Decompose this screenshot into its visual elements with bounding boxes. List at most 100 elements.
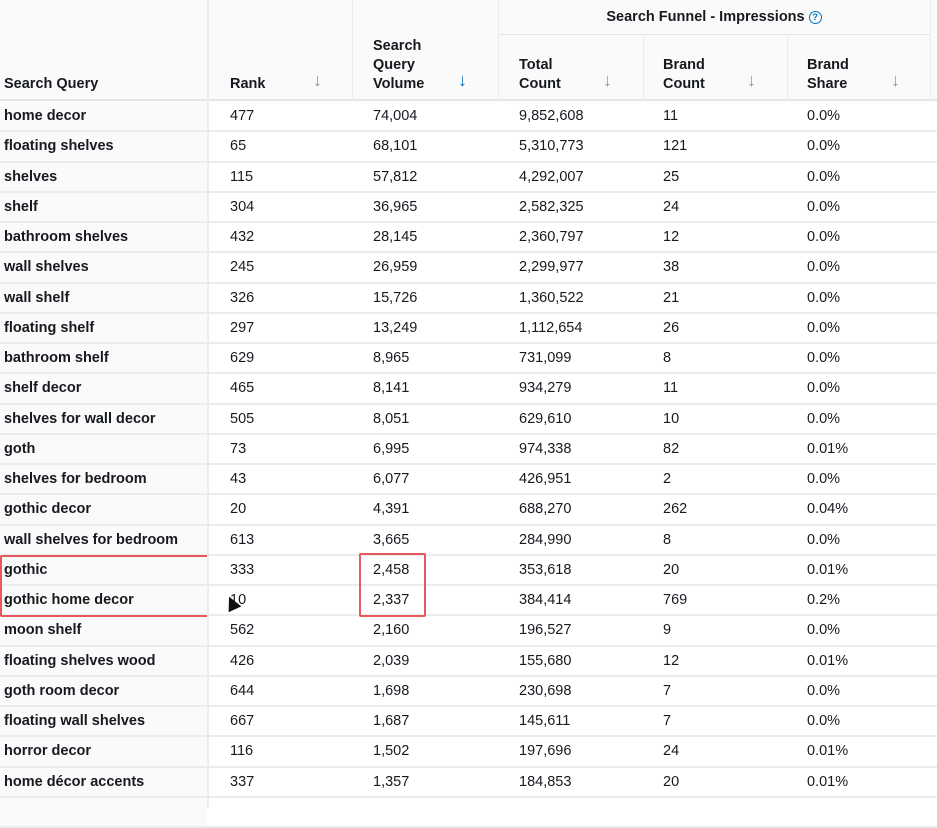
cell-search-query: floating shelves wood	[4, 652, 156, 669]
cell-search-query-volume: 8,051	[373, 410, 410, 427]
cell-search-query: gothic decor	[4, 501, 92, 518]
column-header-rank[interactable]: Rank	[230, 76, 266, 92]
cell-total-count: 2,582,325	[519, 198, 584, 215]
cell-rank: 432	[230, 229, 255, 245]
table-row[interactable]: shelves for wall decor 505 8,051 629,610 10 0…	[0, 404, 937, 435]
cell-rank: 326	[230, 289, 255, 306]
cell-search-query-volume: 74,004	[373, 108, 418, 124]
cell-search-query-volume: 57,812	[373, 168, 418, 185]
cell-brand-count: 20	[663, 773, 680, 790]
cell-search-query: shelf decor	[4, 380, 82, 397]
cell-rank: 20	[230, 501, 247, 518]
cell-rank: 426	[230, 652, 255, 669]
cell-total-count: 230,698	[519, 682, 572, 699]
group-title: Search Funnel - Impressions	[606, 9, 805, 25]
column-header-brand-count[interactable]: Brand Count	[663, 56, 705, 99]
table-row[interactable]: bathroom shelves 432 28,145 2,360,797 12 0.0%	[0, 223, 937, 254]
table-row[interactable]: goth 73 6,995 974,338 82 0.01%	[0, 434, 937, 465]
table-row[interactable]: floating wall shelves 667 1,687 145,611 7 0.0…	[0, 707, 937, 738]
sort-arrow-icon[interactable]: ↓	[747, 70, 756, 90]
cell-brand-count: 9	[663, 622, 672, 639]
sort-arrow-active-icon[interactable]: ↓	[458, 70, 467, 90]
cell-search-query-volume: 6,077	[373, 471, 410, 487]
cell-brand-share: 0.0%	[807, 471, 841, 487]
cell-brand-count: 11	[663, 108, 679, 124]
query-cell-bg	[0, 283, 207, 312]
table-row[interactable]: wall shelves 245 26,959 2,299,977 38 0.0%	[0, 253, 937, 284]
table-row[interactable]: gothic 333 2,458 353,618 20 0.01%	[0, 555, 937, 586]
cell-search-query: horror decor	[4, 743, 92, 760]
table-row[interactable]: shelves for bedroom 43 6,077 426,951 2 0.0%	[0, 465, 937, 496]
cell-brand-share: 0.01%	[807, 743, 849, 760]
table-row[interactable]: goth room decor 644 1,698 230,698 7 0.0%	[0, 676, 937, 707]
sort-arrow-icon[interactable]: ↓	[891, 70, 900, 90]
cell-brand-share: 0.2%	[807, 592, 841, 608]
table-row[interactable]: moon shelf 562 2,160 196,527 9 0.0%	[0, 616, 937, 647]
table-row[interactable]: floating shelf 297 13,249 1,112,654 26 0.0%	[0, 313, 937, 344]
cell-total-count: 934,279	[519, 380, 572, 397]
cell-brand-share: 0.01%	[807, 561, 849, 578]
query-cell-bg	[0, 525, 207, 554]
cell-search-query: home décor accents	[4, 773, 145, 790]
cell-brand-count: 7	[663, 682, 672, 699]
cell-brand-share: 0.04%	[807, 501, 849, 518]
cell-total-count: 974,338	[519, 440, 572, 457]
table-row[interactable]: shelves 115 57,812 4,292,007 25 0.0%	[0, 162, 937, 193]
column-header-search-query[interactable]: Search Query	[4, 76, 99, 92]
column-header-total-count[interactable]: Total Count	[519, 56, 561, 99]
cell-total-count: 184,853	[519, 773, 572, 790]
sort-arrow-icon[interactable]: ↓	[603, 70, 612, 90]
cell-rank: 333	[230, 561, 255, 578]
cell-rank: 115	[230, 168, 254, 185]
table-row[interactable]: wall shelves for bedroom 613 3,665 284,990 8…	[0, 525, 937, 556]
column-header-search-query-volume[interactable]: Search Query Volume	[373, 37, 424, 99]
cell-brand-count: 24	[663, 198, 680, 215]
table-row[interactable]: floating shelves 65 68,101 5,310,773 121 0.0%	[0, 132, 937, 163]
cell-brand-count: 8	[663, 350, 672, 366]
cell-search-query-volume: 1,698	[373, 682, 410, 699]
cell-search-query: gothic	[4, 561, 48, 578]
cell-total-count: 629,610	[519, 410, 572, 427]
table-row[interactable]: home decor 477 74,004 9,852,608 11 0.0%	[0, 102, 937, 133]
table-row[interactable]: gothic home decor 10 2,337 384,414 769 0.2%	[0, 586, 937, 617]
query-cell-bg	[0, 102, 207, 131]
cell-brand-count: 20	[663, 561, 680, 578]
cell-search-query-volume: 36,965	[373, 198, 418, 215]
query-cell-bg	[0, 374, 207, 403]
table-row[interactable]: home décor accents 337 1,357 184,853 20 0.01%	[0, 767, 937, 798]
query-cell-bg	[0, 616, 207, 645]
table-row[interactable]: shelf 304 36,965 2,582,325 24 0.0%	[0, 192, 937, 223]
query-cell-bg	[0, 434, 207, 463]
table-row[interactable]: horror decor 116 1,502 197,696 24 0.01%	[0, 737, 937, 768]
table-row[interactable]: bathroom shelf 629 8,965 731,099 8 0.0%	[0, 344, 937, 375]
table-row[interactable]: floating shelves wood 426 2,039 155,680 12 0.…	[0, 646, 937, 677]
query-cell-bg	[0, 555, 207, 584]
cell-brand-count: 7	[663, 713, 672, 729]
cell-search-query-volume: 1,357	[373, 773, 410, 790]
query-cell-bg	[0, 223, 207, 252]
header-line: Count	[519, 76, 561, 92]
cell-total-count: 4,292,007	[519, 168, 584, 185]
cell-total-count: 197,696	[519, 743, 572, 760]
cell-total-count: 196,527	[519, 622, 572, 639]
cell-search-query: floating wall shelves	[4, 713, 146, 729]
cell-search-query-volume: 2,039	[373, 652, 410, 669]
cell-search-query: wall shelf	[4, 289, 70, 306]
table-row[interactable]: gothic decor 20 4,391 688,270 262 0.04%	[0, 495, 937, 526]
cell-rank: 73	[230, 440, 247, 457]
highlight-box-queries	[0, 555, 209, 617]
cell-brand-count: 8	[663, 531, 672, 548]
cell-brand-share: 0.01%	[807, 440, 849, 457]
cell-search-query-volume: 15,726	[373, 289, 418, 306]
cell-search-query: moon shelf	[4, 622, 82, 639]
cell-search-query: wall shelves for bedroom	[4, 531, 179, 548]
cell-search-query-volume: 2,337	[373, 592, 410, 608]
query-cell-bg	[0, 162, 207, 191]
query-cell-bg	[0, 404, 207, 433]
column-header-brand-share[interactable]: Brand Share	[807, 56, 849, 99]
cell-total-count: 284,990	[519, 531, 572, 548]
help-icon[interactable]: ?	[808, 11, 822, 24]
table-row[interactable]: wall shelf 326 15,726 1,360,522 21 0.0%	[0, 283, 937, 314]
sort-arrow-icon[interactable]: ↓	[313, 70, 322, 90]
table-row[interactable]: shelf decor 465 8,141 934,279 11 0.0%	[0, 374, 937, 405]
